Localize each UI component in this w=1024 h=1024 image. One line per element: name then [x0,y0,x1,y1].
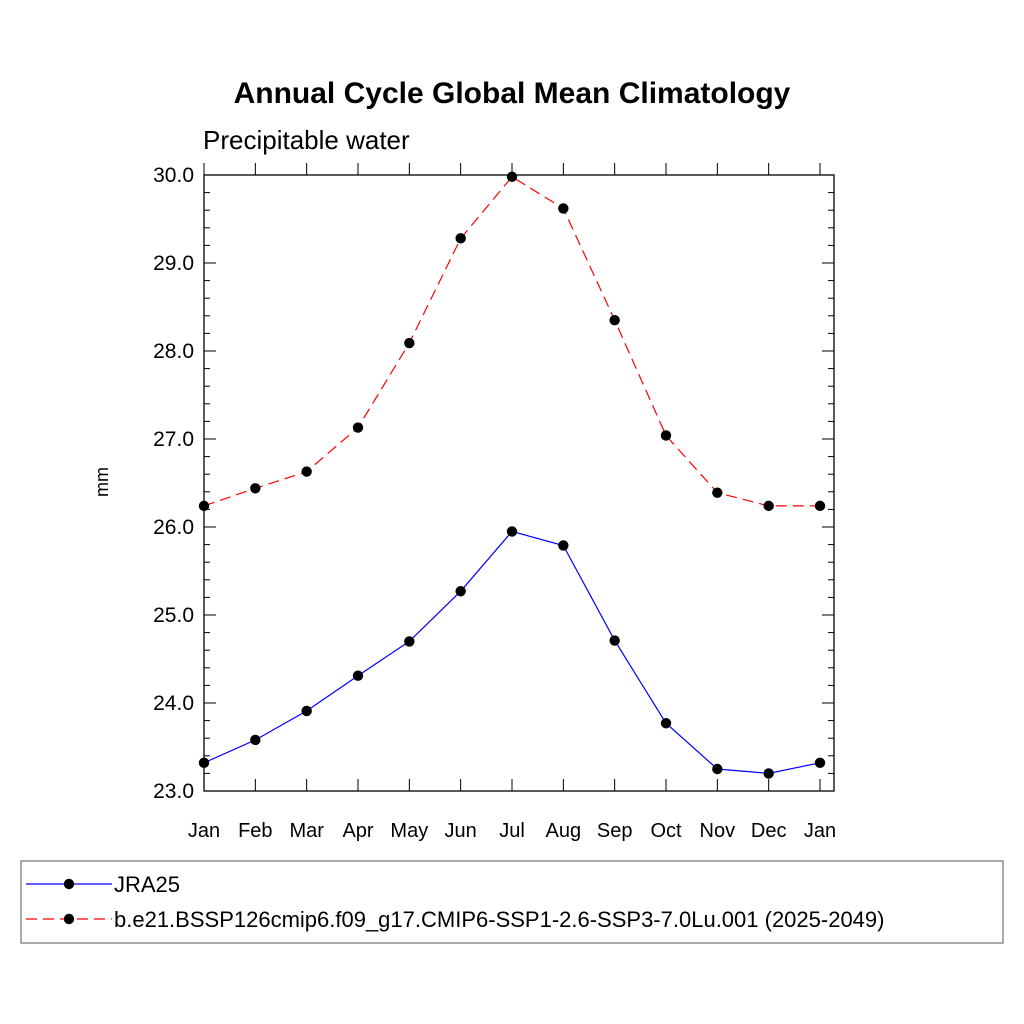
legend-label-2: b.e21.BSSP126cmip6.f09_g17.CMIP6-SSP1-2.… [114,907,884,932]
y-tick-label: 24.0 [153,692,194,715]
x-tick-label: Jun [445,820,477,842]
series-1-point [558,540,569,551]
series-2-point [198,500,210,512]
series-2-point [352,422,364,433]
series-1-point [352,670,364,681]
y-axis-label: mm [92,467,112,497]
x-tick-label: Feb [238,820,272,842]
series-line-1 [203,530,821,775]
series-1-point [814,757,826,769]
x-tick-label: Sep [597,820,633,842]
x-tick-label: Nov [700,820,736,842]
legend-marker-1 [63,878,75,890]
axes: 23.0 24.0 25.0 26.0 27.0 28.0 29.0 30.0 Jan Feb Ma… [153,163,836,842]
legend-label-1: JRA25 [114,872,180,897]
plot-frame [203,174,835,792]
series-1-point [712,763,723,775]
chart-title: Annual Cycle Global Mean Climatology [234,77,791,110]
series-1-point [455,586,466,597]
y-tick-label: 23.0 [153,780,194,803]
series-layer [198,171,826,779]
series-2-point [609,315,620,326]
series-1-point [506,526,518,537]
x-tick-label: May [390,820,428,842]
series-2-point [404,337,415,349]
series-2-point [558,203,569,214]
y-tick-label: 29.0 [153,252,194,275]
series-1-point [404,636,415,647]
series-line-2 [203,176,820,507]
x-tick-label: Jul [499,820,525,842]
series-2-point [712,487,723,498]
series-1-point [763,768,774,779]
y-tick-label: 26.0 [153,516,194,539]
y-tick-label: 28.0 [153,340,194,363]
x-tick-label: Apr [342,820,373,842]
series-1-point [250,734,261,746]
x-tick-label: Jan [804,820,836,842]
y-tick-label: 27.0 [153,428,194,451]
chart-subtitle: Precipitable water [203,125,410,155]
x-tick-label: Mar [289,820,324,842]
legend: JRA25 b.e21.BSSP126cmip6.f09_g17.CMIP6-SS… [20,860,1004,944]
legend-box [20,860,1004,944]
x-tick-label: Jan [188,820,220,842]
y-tick-label: 25.0 [153,604,194,627]
series-1-point [301,705,312,717]
series-2-point [660,430,672,441]
legend-marker-2 [63,913,75,925]
series-1-point [609,635,620,646]
series-1-point [660,718,672,729]
series-2-point [301,466,312,477]
series-2-point [763,500,774,512]
y-tick-label: 30.0 [153,164,194,187]
series-2-point [814,500,826,512]
x-tick-label: Oct [650,820,682,842]
x-tick-label: Dec [751,820,787,842]
series-2-point [455,233,466,244]
x-tick-label: Aug [546,820,582,842]
series-2-point [250,483,261,494]
series-1-point [198,757,210,769]
series-2-point [506,171,518,182]
